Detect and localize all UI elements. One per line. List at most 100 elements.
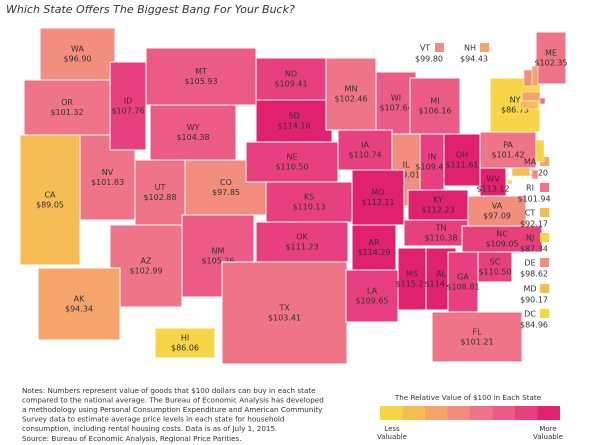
state-value: $102.46 bbox=[334, 95, 367, 104]
state-value: $110.50 bbox=[478, 268, 511, 277]
note-line: Survey data to estimate average price le… bbox=[22, 415, 284, 424]
state-abbr: AL bbox=[436, 270, 446, 279]
state-shape bbox=[154, 327, 216, 359]
state-shape bbox=[39, 27, 116, 81]
note-line: consumption, including rental housing co… bbox=[22, 424, 277, 433]
state-shape bbox=[19, 134, 81, 266]
callout-value: $101.94 bbox=[517, 195, 550, 204]
legend-swatch bbox=[447, 406, 470, 420]
state-value: $110.13 bbox=[292, 203, 325, 212]
state-abbr: SD bbox=[288, 112, 299, 121]
state-value: $114.16 bbox=[277, 122, 310, 131]
state-abbr: KS bbox=[304, 193, 314, 202]
state-abbr: VA bbox=[492, 202, 503, 211]
state-value: $86.06 bbox=[171, 344, 199, 353]
state-shape bbox=[407, 189, 469, 221]
state-shape bbox=[447, 251, 479, 313]
state-shape bbox=[109, 61, 147, 151]
state-value: $112.23 bbox=[421, 206, 454, 215]
state-abbr: LA bbox=[367, 287, 378, 296]
state-abbr: AK bbox=[74, 295, 85, 304]
state-value: $112.11 bbox=[361, 198, 394, 207]
state-shape bbox=[351, 169, 405, 226]
state-abbr: CO bbox=[220, 178, 232, 187]
callout-swatch bbox=[540, 183, 549, 192]
state-abbr: NY bbox=[510, 96, 521, 105]
state-abbr: MS bbox=[406, 270, 418, 279]
state-value: $106.16 bbox=[418, 107, 451, 116]
state-value: $101.21 bbox=[460, 338, 493, 347]
state-shape bbox=[461, 225, 543, 253]
state-abbr: OR bbox=[61, 98, 73, 107]
state-abbr: MT bbox=[195, 67, 207, 76]
state-shape bbox=[351, 224, 397, 271]
state-value: $94.34 bbox=[65, 305, 93, 314]
callout-swatch bbox=[540, 309, 549, 318]
state-abbr: OH bbox=[456, 151, 468, 160]
state-abbr: SC bbox=[490, 258, 501, 267]
state-shape bbox=[221, 261, 348, 365]
state-value: $103.41 bbox=[268, 314, 301, 323]
state-value: $113.12 bbox=[476, 185, 509, 194]
state-value: $105.93 bbox=[184, 77, 217, 86]
state-value: $109.41 bbox=[415, 163, 448, 172]
callout-value: $99.80 bbox=[415, 55, 443, 64]
state-shape bbox=[523, 69, 533, 87]
state-value: $115.21 bbox=[395, 280, 428, 289]
state-value: $110.50 bbox=[275, 163, 308, 172]
state-abbr: ND bbox=[285, 70, 297, 79]
state-shape bbox=[145, 47, 257, 106]
state-abbr: GA bbox=[457, 273, 469, 282]
note-line: compared to the national average. The Bu… bbox=[22, 396, 324, 405]
state-value: $96.90 bbox=[64, 55, 92, 64]
callout-abbr: DE bbox=[524, 259, 535, 268]
state-value: $114.03 bbox=[424, 280, 457, 289]
legend-swatch bbox=[537, 406, 560, 420]
legend-swatch bbox=[402, 406, 425, 420]
state-shape bbox=[325, 57, 377, 131]
state-value: $110.38 bbox=[424, 234, 457, 243]
callout-swatch bbox=[540, 233, 549, 242]
state-abbr: NV bbox=[102, 168, 114, 177]
state-shape bbox=[265, 181, 353, 223]
state-shape bbox=[467, 195, 527, 227]
state-abbr: MI bbox=[430, 97, 439, 106]
state-abbr: NE bbox=[286, 153, 297, 162]
state-abbr: KY bbox=[433, 196, 443, 205]
state-value: $111.23 bbox=[285, 243, 318, 252]
state-abbr: IL bbox=[403, 161, 410, 170]
state-abbr: WY bbox=[187, 123, 200, 132]
callout-swatch bbox=[540, 157, 549, 166]
state-abbr: UT bbox=[155, 183, 166, 192]
state-abbr: WV bbox=[486, 175, 500, 184]
callout-value: $98.62 bbox=[520, 270, 548, 279]
state-shape bbox=[479, 131, 537, 169]
callout-abbr: CT bbox=[525, 209, 536, 218]
state-abbr: FL bbox=[472, 328, 482, 337]
state-value: $101.42 bbox=[491, 151, 524, 160]
state-shape bbox=[479, 167, 507, 201]
state-shape bbox=[431, 311, 523, 363]
callout-abbr: RI bbox=[526, 184, 534, 193]
state-abbr: NC bbox=[496, 230, 508, 239]
state-value: $109.65 bbox=[355, 297, 388, 306]
state-abbr: WI bbox=[391, 94, 401, 103]
state-shape bbox=[134, 159, 186, 226]
state-abbr: WA bbox=[71, 45, 84, 54]
callout-swatch bbox=[540, 258, 549, 267]
state-value: $99.01 bbox=[392, 171, 420, 180]
callout-abbr: MA bbox=[524, 158, 537, 167]
state-shape bbox=[539, 97, 546, 105]
state-shape bbox=[397, 247, 427, 311]
callout-abbr: DC bbox=[524, 310, 536, 319]
state-value: $86.73 bbox=[501, 106, 529, 115]
legend-swatch bbox=[492, 406, 515, 420]
state-abbr: IN bbox=[428, 153, 436, 162]
state-shape bbox=[419, 133, 445, 191]
callout-abbr: VT bbox=[420, 44, 430, 53]
state-value: $102.88 bbox=[143, 193, 176, 202]
state-value: $102.35 bbox=[534, 59, 567, 68]
state-abbr: ME bbox=[545, 49, 557, 58]
state-shape bbox=[409, 77, 461, 135]
